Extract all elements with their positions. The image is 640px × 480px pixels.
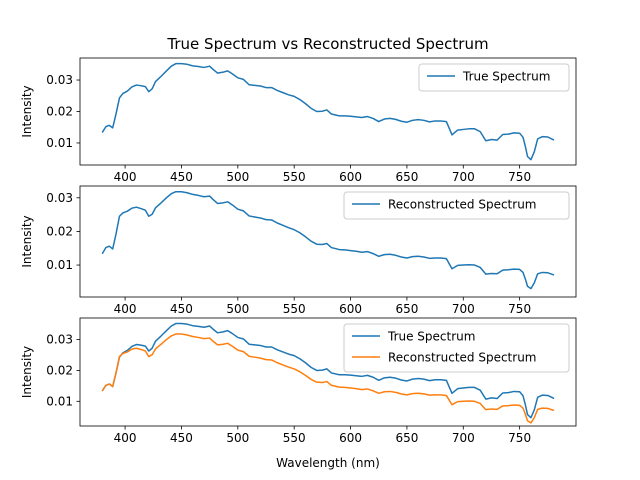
series-line-1 [101,322,555,419]
y-tick-label: 0.01 [46,136,73,150]
axes-frame [79,185,577,298]
x-tick-label: 450 [170,170,193,184]
y-tick-label: 0.02 [46,105,73,119]
legend: Reconstructed Spectrum [343,191,570,220]
axes-frame [79,317,577,427]
legend: True Spectrum [418,63,570,92]
x-tick-label: 500 [226,431,249,445]
x-tick-label: 550 [283,302,306,316]
y-tick-label: 0.02 [46,363,73,377]
x-tick-label: 750 [508,302,531,316]
x-axis-label: Wavelength (nm) [276,456,380,470]
subplots: 400 450 500 550 600 650 700 750 0.01 0.02 0.03 Inte… [20,57,577,445]
x-tick-label: 700 [452,302,475,316]
x-tick-label: 550 [283,170,306,184]
x-tick-label: 450 [170,431,193,445]
y-tick-label: 0.01 [46,258,73,272]
subplot-1: 400 450 500 550 600 650 700 750 0.01 0.02 0.03 Inte… [20,57,577,184]
subplot-2: 400 450 500 550 600 650 700 750 0.01 0.02 0.03 Inte… [20,185,577,316]
x-tick-label: 400 [114,302,137,316]
x-tick-label: 650 [395,170,418,184]
x-tick-label: 750 [508,431,531,445]
x-tick-label: 400 [114,431,137,445]
chart-title: True Spectrum vs Reconstructed Spectrum [166,35,488,53]
series-line-2 [101,333,555,424]
x-tick-label: 650 [395,431,418,445]
legend-label-1: Reconstructed Spectrum [388,198,537,212]
y-axis-label: Intensity [20,346,34,398]
y-tick-label: 0.03 [46,191,73,205]
series-line-1 [101,62,555,161]
series-line-1 [101,190,555,290]
x-tick-label: 400 [114,170,137,184]
subplot-3: 400 450 500 550 600 650 700 750 0.01 0.02 0.03 Inte… [20,317,577,445]
legend-label-1: True Spectrum [387,330,475,344]
legend-label-2: Reconstructed Spectrum [388,351,537,365]
x-tick-label: 700 [452,170,475,184]
y-axis-label: Intensity [20,85,34,137]
x-tick-label: 500 [226,170,249,184]
legend-box [343,323,570,373]
x-tick-label: 700 [452,431,475,445]
legend: True Spectrum Reconstructed Spectrum [343,323,570,373]
y-tick-label: 0.03 [46,73,73,87]
legend-box [343,191,570,220]
x-tick-label: 550 [283,431,306,445]
y-tick-label: 0.03 [46,333,73,347]
legend-label-1: True Spectrum [462,70,550,84]
x-tick-label: 450 [170,302,193,316]
x-tick-label: 600 [339,302,362,316]
x-tick-label: 500 [226,302,249,316]
x-tick-label: 650 [395,302,418,316]
x-tick-label: 600 [339,431,362,445]
y-tick-label: 0.01 [46,394,73,408]
x-tick-label: 600 [339,170,362,184]
x-tick-label: 750 [508,170,531,184]
y-tick-label: 0.02 [46,224,73,238]
legend-box [418,63,570,92]
y-axis-label: Intensity [20,215,34,267]
